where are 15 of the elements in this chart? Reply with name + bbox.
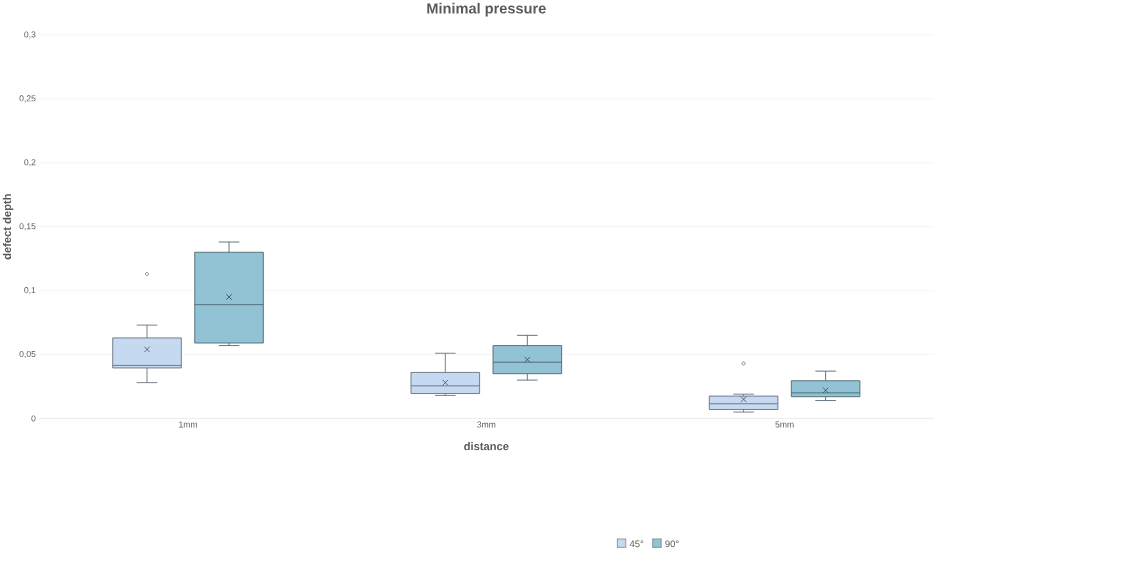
y-tick-label: 0,05 [19, 351, 36, 359]
x-tick-label: 1mm [179, 421, 197, 428]
y-tick-label: 0,2 [24, 159, 36, 167]
y-axis-title: defect depth [2, 194, 14, 260]
y-tick-label: 0,1 [24, 287, 36, 295]
x-axis-title: distance [464, 442, 509, 451]
y-tick-label: 0 [31, 415, 36, 422]
x-tick-label: 3mm [477, 421, 496, 428]
legend-label: 45° [629, 540, 644, 548]
legend-label: 90° [665, 540, 679, 548]
y-tick-label: 0,15 [19, 223, 36, 231]
y-tick-label: 0,3 [24, 31, 36, 39]
x-tick-label: 5mm [775, 421, 794, 428]
chart-title: Minimal pressure [427, 2, 546, 17]
y-tick-label: 0,25 [19, 95, 36, 103]
